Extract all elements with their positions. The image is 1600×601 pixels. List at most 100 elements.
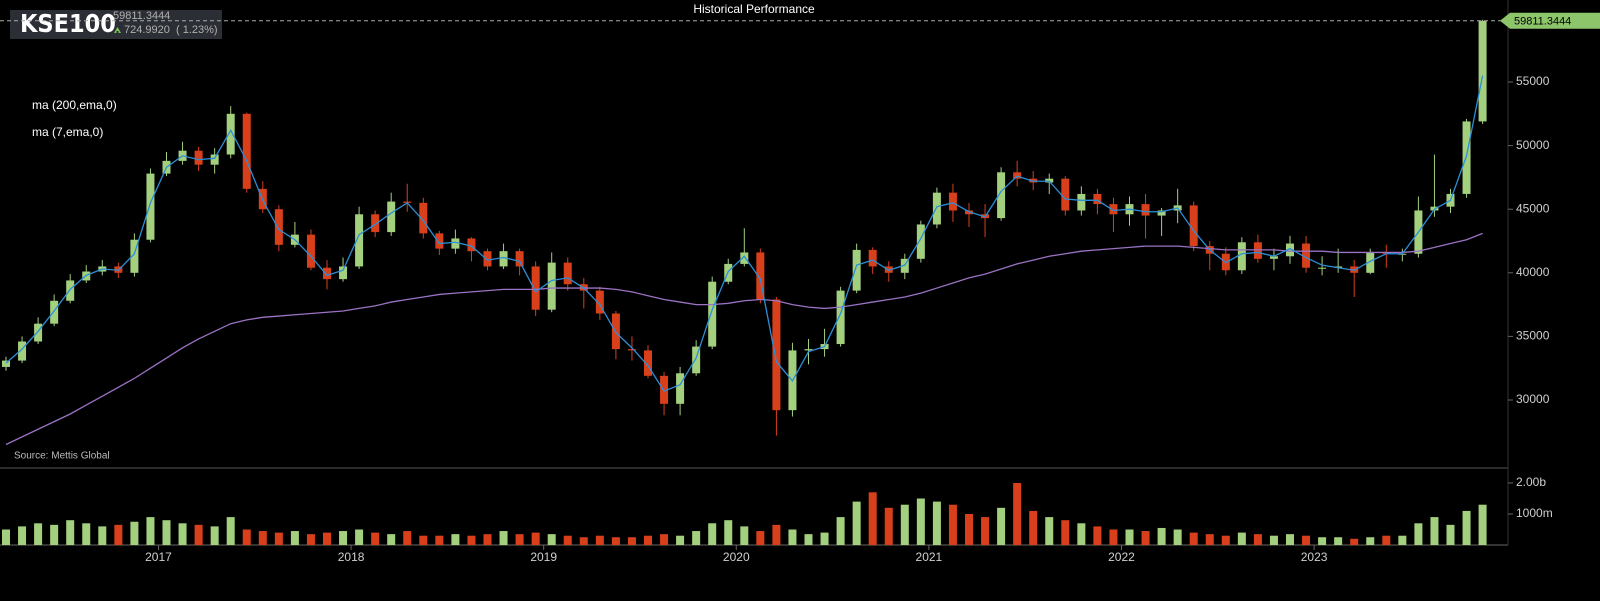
volume-bar [178,523,187,545]
volume-bar [997,507,1006,545]
candle-body [547,262,556,310]
volume-bar [1398,535,1407,545]
candle-body [852,249,861,291]
volume-bar [419,535,428,545]
y-tick-label: 30000 [1516,392,1550,406]
candle-body [1093,193,1102,205]
volume-bar [1173,529,1182,545]
candle-body [740,252,749,264]
volume-bar [1093,526,1102,545]
volume-bar [740,526,749,545]
candle-body [435,233,444,249]
price: 59811.3444 [113,10,170,22]
candle-body [194,150,203,165]
volume-bar [644,535,652,545]
volume-bar [323,532,331,545]
candle-body [1366,252,1375,273]
candle-body [1269,256,1278,259]
volume-bar [34,523,43,545]
volume-bar [1366,537,1375,545]
candle-body [339,266,348,280]
volume-bar [371,532,380,545]
volume-bar [403,531,412,545]
volume-bar [1462,510,1471,545]
volume-bar [547,534,556,545]
volume-bar [1205,534,1214,545]
volume-bar [1189,532,1198,545]
candle-body [210,154,219,165]
volume-bar [98,526,107,545]
volume-bar [611,537,620,545]
volume-tick-label: 2.00b [1516,475,1546,489]
volume-bar [563,535,572,545]
volume-bar [1382,535,1391,545]
volume-bar [676,535,685,545]
volume-bar [1334,537,1343,545]
volume-bar [868,492,877,545]
candle-body [595,290,604,314]
volume-bar [836,517,845,545]
volume-bar [595,535,604,545]
candle-body [1189,205,1198,247]
volume-bar [531,532,540,545]
volume-bar [804,534,813,545]
volume-bar [1029,510,1038,545]
candle-body [1318,267,1327,269]
candle-body [660,375,669,404]
candle-body [226,113,235,155]
last-price-label: 59811.3444 [1514,16,1571,28]
source: Source: Mettis Global [14,451,110,462]
candle-body [997,172,1006,219]
volume-bar [948,504,957,545]
volume-bar [932,501,941,545]
volume-bar [82,523,91,545]
last-price-tag [1500,12,1600,29]
candle-body [387,201,396,233]
candle-body [804,349,813,351]
candle-body [836,290,845,345]
moving-average [5,232,1483,446]
volume-bar [18,526,27,545]
volume-bar [1350,538,1359,545]
volume-bar [355,529,364,545]
volume-bar [1478,504,1487,545]
volume-bar [483,534,492,545]
x-tick-label: 2022 [1108,550,1135,564]
candle-body [1237,242,1246,271]
volume-bar [1109,529,1118,545]
volume-bar [852,501,861,545]
candle-body [644,350,652,376]
legend-entry: ma (200,ema,0) [32,98,117,112]
volume-bar [1302,535,1311,545]
volume-bar [242,529,251,545]
candle-body [355,214,364,267]
volume-bar [660,534,669,545]
y-tick-label: 50000 [1516,138,1550,152]
candle-body [146,173,155,240]
candle-body [1157,210,1166,216]
volume-bar [1141,531,1150,545]
candle-body [2,360,10,367]
candle-body [499,251,508,267]
candle-body [306,234,315,268]
volume-tick-label: 1000m [1516,506,1553,520]
volume-bar [772,524,781,545]
volume-bar [66,520,75,545]
volume-bar [1221,535,1230,545]
volume-bar [387,534,396,545]
x-tick-label: 2023 [1301,550,1328,564]
candle-body [916,224,925,259]
volume-bar [1157,527,1166,545]
candle-body [531,266,540,310]
symbol-box [10,10,222,39]
candle-body [756,252,765,300]
candle-body [1478,20,1487,122]
volume-bar [162,520,171,545]
candle-body [1061,178,1070,211]
change: 724.9920 [124,24,170,36]
volume-bar [820,532,829,545]
volume-bar [1430,517,1439,545]
volume-bar [1013,483,1022,545]
volume-bar [1253,534,1262,545]
